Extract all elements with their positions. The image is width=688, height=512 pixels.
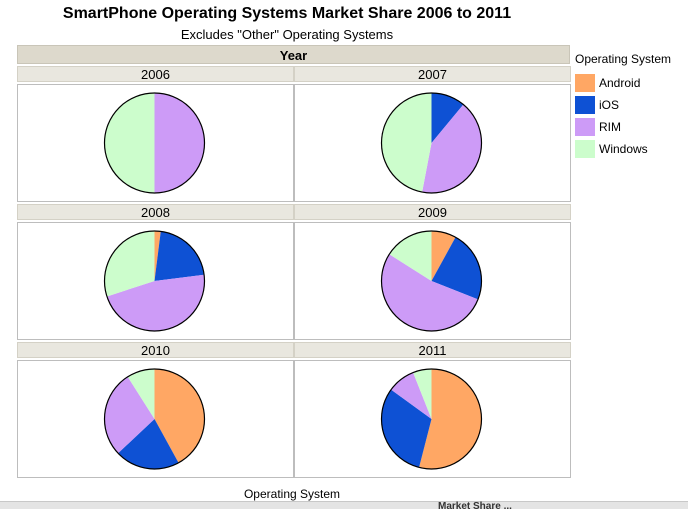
pie-outline <box>380 92 483 194</box>
legend-swatch-windows <box>575 140 595 158</box>
pie-chart <box>103 92 206 194</box>
bottom-strip-text: Market Share ... <box>438 501 512 512</box>
legend-item-windows[interactable]: Windows <box>575 138 671 160</box>
pie-chart <box>103 368 206 470</box>
pie-slice-rim[interactable] <box>422 104 482 193</box>
pie-panel-2010: 2010 <box>17 342 294 478</box>
legend-item-rim[interactable]: RIM <box>575 116 671 138</box>
pie-slice-rim[interactable] <box>106 274 205 331</box>
pie-slice-android[interactable] <box>154 231 161 281</box>
panel-plot-area <box>17 84 294 202</box>
panel-year-label: 2007 <box>294 66 571 82</box>
pie-outline <box>380 368 483 470</box>
pie-slice-ios[interactable] <box>154 231 205 281</box>
legend-swatch-android <box>575 74 595 92</box>
pie-slice-android[interactable] <box>154 369 205 463</box>
pie-slice-rim[interactable] <box>104 376 155 454</box>
panel-year-label: 2008 <box>17 204 294 220</box>
panel-year-label: 2006 <box>17 66 294 82</box>
panel-year-label: 2010 <box>17 342 294 358</box>
legend-item-android[interactable]: Android <box>575 72 671 94</box>
pie-slice-ios[interactable] <box>431 237 482 300</box>
panel-plot-area <box>17 222 294 340</box>
pie-slice-ios[interactable] <box>381 389 432 468</box>
pie-slice-ios[interactable] <box>431 93 464 143</box>
pie-outline <box>103 368 206 470</box>
pie-outline <box>103 230 206 332</box>
pie-chart <box>380 368 483 470</box>
pie-slice-windows[interactable] <box>104 93 155 193</box>
panel-plot-area <box>294 360 571 478</box>
pie-chart <box>103 230 206 332</box>
legend-label-android: Android <box>599 76 641 90</box>
chart-subtitle: Excludes "Other" Operating Systems <box>180 27 394 42</box>
x-axis-label: Operating System <box>243 487 341 501</box>
pie-panel-2009: 2009 <box>294 204 571 340</box>
pie-panel-2007: 2007 <box>294 66 571 202</box>
legend-label-windows: Windows <box>599 142 648 156</box>
legend-label-rim: RIM <box>599 120 621 134</box>
pie-slice-android[interactable] <box>419 369 482 469</box>
pie-panel-2008: 2008 <box>17 204 294 340</box>
pie-slice-ios[interactable] <box>118 419 179 469</box>
panel-year-label: 2011 <box>294 342 571 358</box>
pie-chart <box>380 230 483 332</box>
pie-slice-windows[interactable] <box>389 231 432 281</box>
bottom-strip: Market Share ... <box>0 501 688 512</box>
legend: Operating System Android iOS RIM Windows <box>575 52 671 160</box>
pie-slice-windows[interactable] <box>104 231 155 297</box>
pie-slice-windows[interactable] <box>381 93 432 193</box>
legend-swatch-ios <box>575 96 595 114</box>
pie-outline <box>380 230 483 332</box>
panel-plot-area <box>294 222 571 340</box>
facet-label: Year <box>17 45 570 64</box>
chart-title: SmartPhone Operating Systems Market Shar… <box>62 5 512 22</box>
panel-year-label: 2009 <box>294 204 571 220</box>
pie-slice-rim[interactable] <box>391 372 432 419</box>
pie-outline <box>103 92 206 194</box>
legend-swatch-rim <box>575 118 595 136</box>
legend-title: Operating System <box>575 52 672 66</box>
pie-slice-rim[interactable] <box>154 93 205 193</box>
pie-slice-windows[interactable] <box>413 369 432 419</box>
pie-panel-2011: 2011 <box>294 342 571 478</box>
pie-panel-2006: 2006 <box>17 66 294 202</box>
panel-plot-area <box>294 84 571 202</box>
legend-item-ios[interactable]: iOS <box>575 94 671 116</box>
pie-slice-android[interactable] <box>431 231 456 281</box>
pie-slice-windows[interactable] <box>127 369 155 419</box>
legend-label-ios: iOS <box>599 98 620 112</box>
pie-chart <box>380 92 483 194</box>
pie-slice-rim[interactable] <box>381 254 478 331</box>
panel-plot-area <box>17 360 294 478</box>
